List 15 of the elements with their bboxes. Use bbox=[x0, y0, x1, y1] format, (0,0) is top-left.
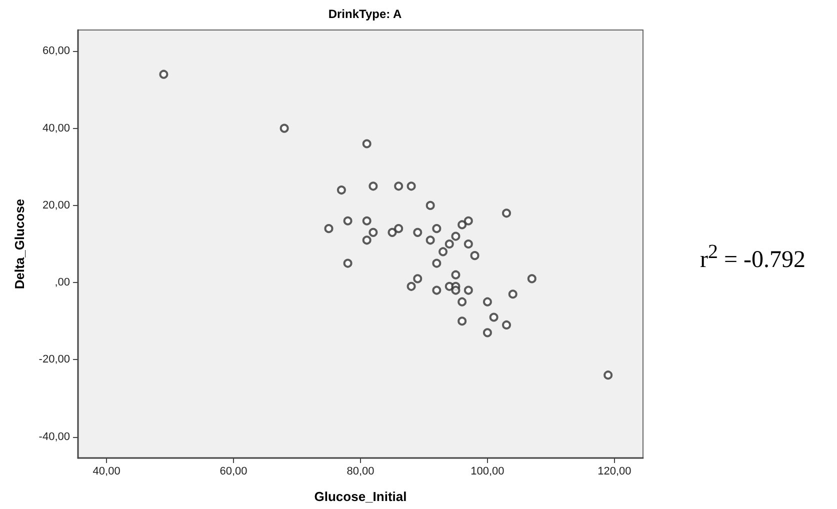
x-tick-label: 40,00 bbox=[92, 466, 120, 478]
chart-title: DrinkType: A bbox=[328, 7, 402, 21]
y-tick-label: -20,00 bbox=[38, 354, 70, 366]
x-tick-label: 60,00 bbox=[220, 466, 248, 478]
x-tick-label: 80,00 bbox=[346, 466, 374, 478]
y-tick-label: ,00 bbox=[54, 276, 70, 289]
y-tick-label: 20,00 bbox=[42, 199, 70, 212]
x-tick-label: 120,00 bbox=[598, 466, 632, 478]
y-axis-title: Delta_Glucose bbox=[12, 198, 27, 290]
x-axis-title: Glucose_Initial bbox=[314, 489, 407, 504]
y-tick-label: 40,00 bbox=[42, 122, 70, 134]
y-tick-label: 60,00 bbox=[42, 45, 70, 58]
x-tick-label: 100,00 bbox=[470, 466, 504, 478]
y-tick-label: -40,00 bbox=[38, 430, 70, 443]
text: r$^{2}$ = -0.792 bbox=[700, 240, 807, 274]
